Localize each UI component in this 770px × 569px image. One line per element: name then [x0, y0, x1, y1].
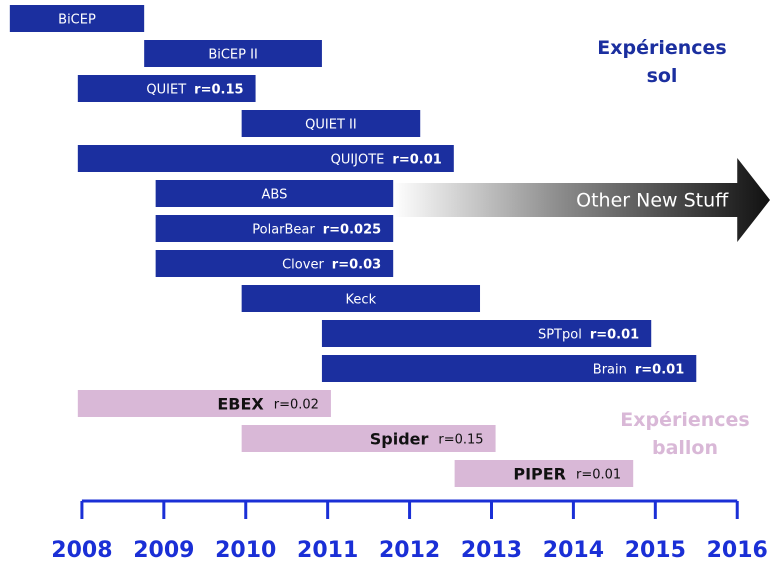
- task-name: BiCEP II: [208, 47, 257, 62]
- task-bar: [155, 215, 394, 242]
- task-r: r=0.03: [332, 257, 381, 272]
- legend-balloon: Expériences ballon: [620, 409, 750, 459]
- task-bar: [155, 250, 394, 277]
- task-name: QUIET II: [305, 117, 357, 132]
- x-tick-label: 2010: [215, 538, 276, 563]
- task-name: PolarBear: [252, 222, 315, 237]
- task-bar: [321, 355, 697, 382]
- task-bar: [241, 285, 481, 312]
- task-name: EBEX: [217, 394, 264, 413]
- task-name: Clover: [282, 257, 324, 272]
- task-bar: [454, 460, 634, 487]
- arrow-label: Other New Stuff: [576, 190, 729, 212]
- task-bar: [77, 145, 454, 172]
- task-label: ABS: [261, 187, 287, 202]
- task-bar: [241, 425, 496, 452]
- x-tick-label: 2013: [461, 538, 522, 563]
- task-r: r=0.01: [576, 467, 621, 482]
- task-label: BiCEP: [58, 12, 96, 27]
- task-r: r=0.025: [323, 222, 381, 237]
- task-name: SPTpol: [538, 327, 582, 342]
- task-r: r=0.15: [194, 82, 243, 97]
- task-bar: [77, 390, 331, 417]
- legend-ground: Expériences sol: [597, 37, 727, 87]
- task-name: BiCEP: [58, 12, 96, 27]
- task-bar: [77, 75, 256, 102]
- task-bar: [321, 320, 652, 347]
- task-label: BiCEP II: [208, 47, 257, 62]
- task-r: r=0.15: [438, 432, 483, 447]
- x-tick-label: 2008: [51, 538, 112, 563]
- x-tick-label: 2015: [625, 538, 686, 563]
- x-tick-label: 2011: [297, 538, 358, 563]
- task-name: Keck: [346, 292, 377, 307]
- task-label: Clover r=0.03: [282, 257, 381, 272]
- task-r: r=0.01: [635, 362, 684, 377]
- x-tick-label: 2016: [707, 538, 768, 563]
- task-r: r=0.02: [274, 397, 319, 412]
- task-label: Keck: [346, 292, 377, 307]
- task-name: Spider: [370, 429, 429, 448]
- task-bar: [155, 180, 394, 207]
- task-name: ABS: [261, 187, 287, 202]
- task-name: PIPER: [513, 464, 566, 483]
- task-label: QUIJOTE r=0.01: [331, 152, 442, 167]
- task-r: r=0.01: [392, 152, 441, 167]
- task-name: Brain: [593, 362, 627, 377]
- x-tick-label: 2014: [543, 538, 604, 563]
- task-label: Brain r=0.01: [593, 362, 684, 377]
- task-label: Spider r=0.15: [370, 429, 484, 448]
- task-name: QUIJOTE: [331, 152, 385, 167]
- task-label: PIPER r=0.01: [513, 464, 621, 483]
- task-bar: [9, 5, 145, 32]
- x-tick-label: 2009: [133, 538, 194, 563]
- task-label: EBEX r=0.02: [217, 394, 319, 413]
- task-bar: [144, 40, 322, 67]
- task-label: QUIET r=0.15: [146, 82, 243, 97]
- task-r: r=0.01: [590, 327, 639, 342]
- x-tick-label: 2012: [379, 538, 440, 563]
- task-label: PolarBear r=0.025: [252, 222, 381, 237]
- task-label: SPTpol r=0.01: [538, 327, 639, 342]
- task-label: QUIET II: [305, 117, 357, 132]
- task-bar: [241, 110, 421, 137]
- task-name: QUIET: [146, 82, 186, 97]
- arrow: [393, 158, 770, 242]
